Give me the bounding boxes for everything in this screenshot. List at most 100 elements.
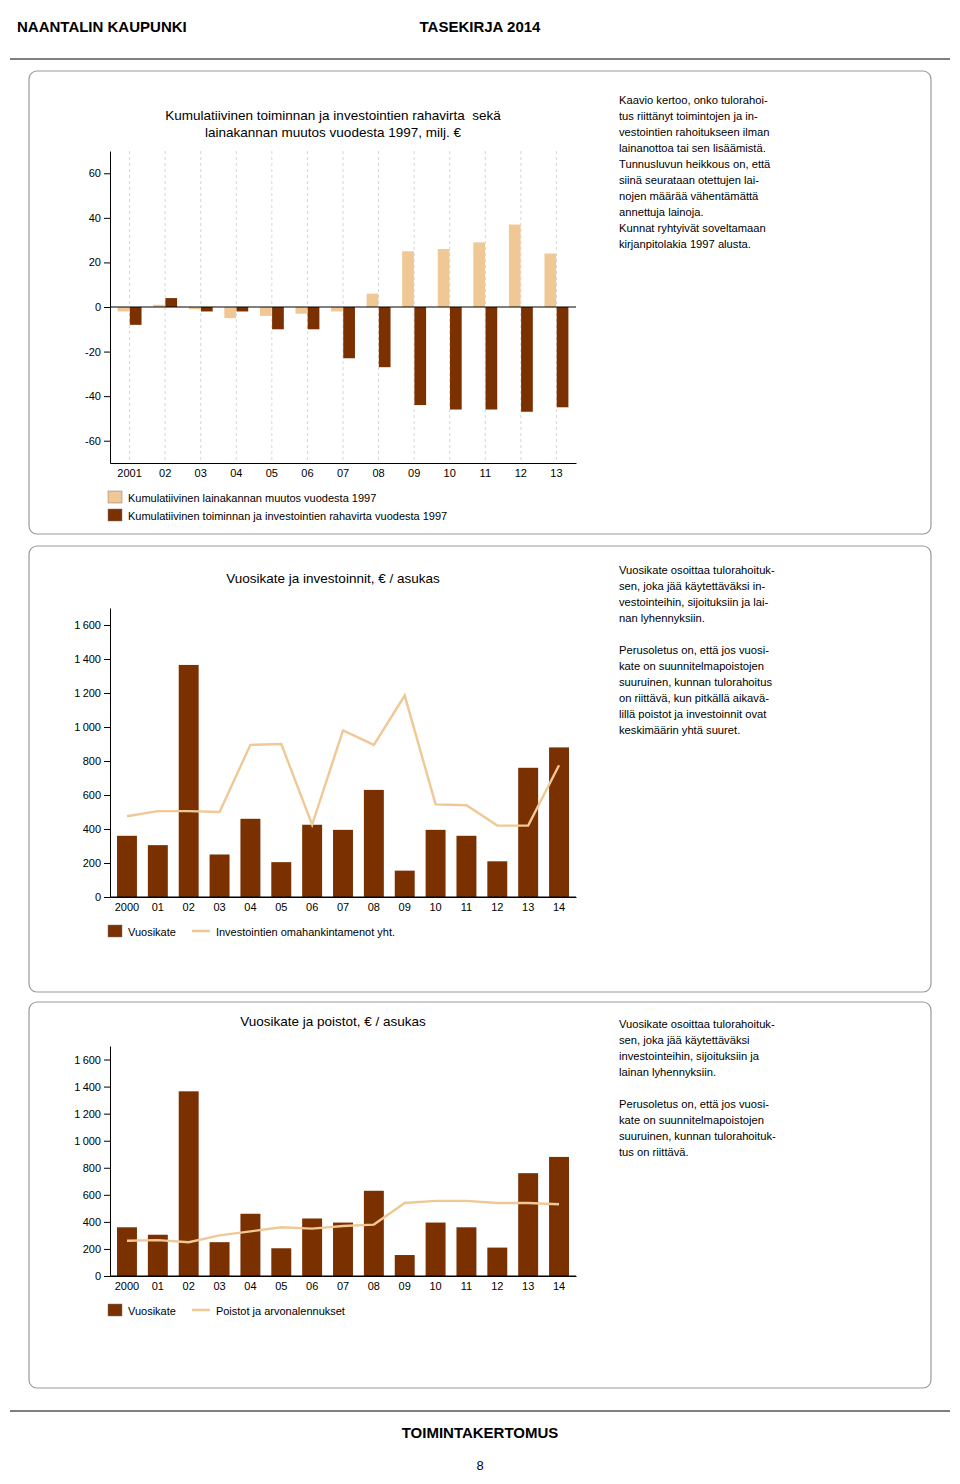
x-tick-label: 13	[522, 901, 534, 913]
y-tick: 1 600	[74, 1054, 110, 1066]
bar	[549, 747, 569, 897]
chart-panel: Vuosikate ja investoinnit, € / asukas020…	[29, 546, 931, 992]
x-tick-label: 09	[399, 901, 411, 913]
x-tick-label: 04	[244, 901, 256, 913]
footer-rule	[10, 1411, 950, 1412]
bar-series	[117, 665, 569, 897]
x-tick-label: 13	[522, 1280, 534, 1292]
line	[127, 1201, 559, 1242]
y-tick-mark	[104, 218, 110, 219]
x-tick: 02	[183, 897, 195, 913]
x-tick-label: 03	[213, 901, 225, 913]
y-tick: 400	[83, 823, 110, 835]
y-tick-mark	[104, 1276, 110, 1277]
y-tick-mark	[104, 1060, 110, 1061]
legend-label: Kumulatiivinen toiminnan ja investointie…	[128, 510, 447, 522]
y-tick-mark	[104, 441, 110, 442]
bar	[210, 1242, 230, 1276]
y-axis: -60-40-200204060	[85, 152, 110, 464]
x-tick: 08	[368, 1276, 380, 1292]
y-tick-label: 200	[83, 1243, 101, 1255]
bar	[395, 871, 415, 897]
plot-area	[117, 1091, 569, 1276]
annotation-line: tus on riittävä.	[619, 1146, 689, 1158]
x-tick: 11	[480, 463, 491, 479]
x-tick: 01	[152, 1276, 164, 1292]
annotation-line: Vuosikate osoittaa tulorahoituk-	[619, 564, 775, 576]
x-tick: 07	[337, 1276, 349, 1292]
y-tick-label: 60	[89, 167, 101, 179]
annotation-line: kirjanpitolakia 1997 alusta.	[619, 238, 751, 250]
bar	[210, 855, 230, 898]
x-tick: 03	[213, 1276, 225, 1292]
legend-swatch	[192, 930, 210, 933]
annotation: Kaavio kertoo, onko tulorahoi-tus riittä…	[619, 94, 771, 250]
axis-domain	[111, 463, 577, 464]
axis-domain	[111, 1276, 577, 1277]
x-axis: 20000102030405060708091011121314	[111, 1276, 577, 1292]
y-tick-label: 1 600	[74, 619, 101, 631]
y-tick: -20	[85, 346, 110, 358]
annotation-line: suuruinen, kunnan tulorahoitus	[619, 676, 772, 688]
x-tick-label: 11	[480, 467, 491, 479]
y-tick-mark	[104, 1222, 110, 1223]
x-tick: 06	[306, 1276, 318, 1292]
x-tick: 05	[275, 1276, 287, 1292]
chart-panel: Kumulatiivinen toiminnan ja investointie…	[29, 71, 931, 534]
x-tick: 02	[159, 463, 171, 479]
annotation-line: Vuosikate osoittaa tulorahoituk-	[619, 1018, 775, 1030]
x-tick-label: 08	[368, 1280, 380, 1292]
x-tick: 05	[275, 897, 287, 913]
y-tick: 0	[95, 301, 110, 313]
y-tick-mark	[104, 307, 110, 308]
legend-item: Kumulatiivinen toiminnan ja investointie…	[108, 509, 447, 522]
x-tick: 2000	[115, 897, 139, 913]
x-tick: 04	[244, 897, 256, 913]
x-tick-label: 12	[515, 467, 527, 479]
annotation: Vuosikate osoittaa tulorahoituk-sen, jok…	[619, 1018, 776, 1158]
bar	[333, 1223, 353, 1276]
x-tick: 04	[244, 1276, 256, 1292]
panel-box	[29, 1002, 931, 1388]
x-tick: 05	[266, 463, 278, 479]
y-tick-mark	[104, 795, 110, 796]
x-tick: 10	[444, 463, 456, 479]
x-tick-label: 06	[306, 901, 318, 913]
bar	[521, 307, 533, 412]
y-tick-mark	[104, 1249, 110, 1250]
x-tick-label: 08	[372, 467, 384, 479]
y-tick-mark	[104, 727, 110, 728]
bar	[402, 251, 414, 307]
bar	[308, 307, 320, 329]
x-tick-label: 07	[337, 901, 349, 913]
legend: Kumulatiivinen lainakannan muutos vuodes…	[108, 491, 447, 522]
x-tick-label: 12	[491, 901, 503, 913]
x-tick: 09	[399, 1276, 411, 1292]
annotation-line: nan lyhennyksiin.	[619, 612, 705, 624]
x-tick: 03	[213, 897, 225, 913]
y-tick-label: 400	[83, 1216, 101, 1228]
y-tick-label: 1 600	[74, 1054, 101, 1066]
bar	[486, 307, 498, 410]
bar	[343, 307, 355, 358]
bar	[295, 307, 307, 314]
annotation-line: nojen määrää vähentämättä	[619, 190, 759, 202]
bar	[487, 861, 507, 897]
y-tick-label: 0	[95, 1270, 101, 1282]
legend: VuosikateInvestointien omahankintamenot …	[108, 925, 395, 938]
bar	[557, 307, 569, 407]
bar	[450, 307, 462, 410]
y-tick-label: 600	[83, 1189, 101, 1201]
y-tick: 1 400	[74, 1081, 110, 1093]
annotation-line: lillä poistot ja investoinnit ovat	[619, 708, 767, 720]
x-tick: 11	[461, 897, 472, 913]
x-axis: 2001020304050607080910111213	[111, 463, 577, 479]
x-tick-label: 08	[368, 901, 380, 913]
legend-item: Poistot ja arvonalennukset	[192, 1305, 345, 1317]
y-tick: 1 400	[74, 653, 110, 665]
y-tick-mark	[104, 1087, 110, 1088]
annotation-line: Perusoletus on, että jos vuosi-	[619, 644, 769, 656]
zero-line	[110, 1276, 576, 1277]
chart-panel: Vuosikate ja poistot, € / asukas02004006…	[29, 1002, 931, 1388]
x-tick-label: 2001	[117, 467, 141, 479]
